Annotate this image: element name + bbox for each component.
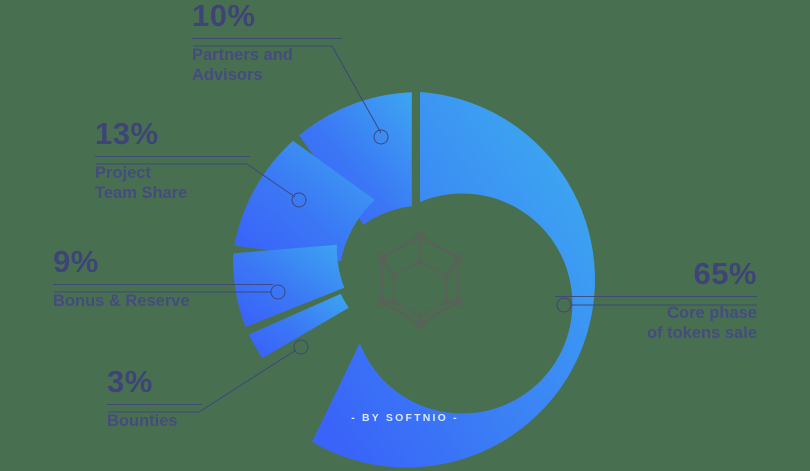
callout-team-rule <box>95 155 250 157</box>
callout-bonus-percent: 9% <box>53 244 99 279</box>
callout-bonus-rule <box>53 283 273 285</box>
callout-core-phase-percent: 65% <box>693 256 757 291</box>
slice-project-team-share[interactable] <box>234 140 375 262</box>
callout-partners-advisors: 10% Partners and Advisors <box>192 0 342 85</box>
leader-dot-bounties <box>293 339 309 355</box>
callout-bounties-percent: 3% <box>107 364 153 399</box>
callout-bounties-name: Bounties <box>107 411 178 430</box>
leader-line-bounties <box>108 349 297 413</box>
callout-core-phase: 65% Core phase of tokens sale <box>555 256 757 343</box>
leader-line-team <box>96 163 296 198</box>
callout-team-name: Project Team Share <box>95 163 188 202</box>
callout-bounties-rule <box>107 403 202 405</box>
slice-bonus-reserve[interactable] <box>233 244 345 327</box>
slice-core-phase[interactable] <box>312 92 595 468</box>
leader-dot-bonus <box>270 284 286 300</box>
softnio-watermark: - BY SOFTNIO - <box>351 412 459 424</box>
leader-dot-team <box>291 192 307 208</box>
callout-partners-rule <box>192 37 342 39</box>
callout-bounties: 3% Bounties <box>107 364 202 431</box>
callout-bonus-name: Bonus & Reserve <box>53 291 190 310</box>
leader-line-partners <box>193 45 382 134</box>
callout-project-team-share: 13% Project Team Share <box>95 116 250 203</box>
hexagon-cube-logo-icon <box>377 231 463 329</box>
leader-dot-core-phase <box>556 297 572 313</box>
leader-dot-partners <box>373 129 389 145</box>
callout-bonus-reserve: 9% Bonus & Reserve <box>53 244 273 311</box>
callout-partners-percent: 10% <box>192 0 256 33</box>
callout-core-phase-rule <box>555 295 757 297</box>
callout-team-percent: 13% <box>95 116 159 151</box>
callout-partners-name: Partners and Advisors <box>192 45 293 84</box>
leader-lines <box>54 45 757 413</box>
slice-bounties[interactable] <box>248 293 349 359</box>
callout-core-phase-name: Core phase of tokens sale <box>646 303 757 342</box>
slice-partners-advisors[interactable] <box>299 92 412 225</box>
